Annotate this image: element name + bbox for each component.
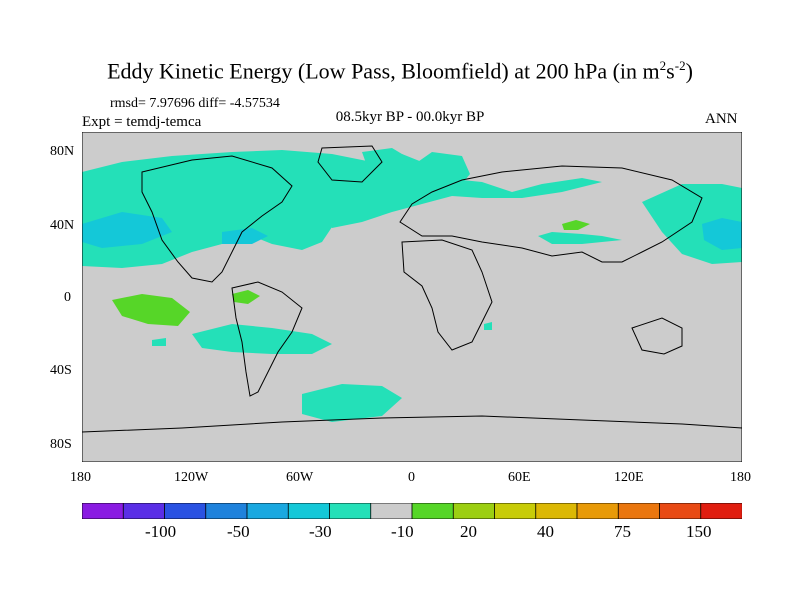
coast-north-america [141,155,293,283]
region-siberia-strip [422,178,602,198]
chart-title: Eddy Kinetic Energy (Low Pass, Bloomfiel… [107,58,693,84]
region-south-pacific [192,324,332,354]
region-north-america-arc [320,152,470,228]
colorbar-swatch-5 [246,503,289,519]
x-tick-120w: 120W [174,470,209,485]
coast-africa [401,239,493,351]
x-tick-60w: 60W [286,470,314,485]
x-tick-60e: 60E [508,470,531,485]
colorbar-label-7: 75 [614,522,631,541]
x-tick-120e: 120E [614,470,644,485]
colorbar-swatch-13 [576,503,619,519]
y-tick-40n: 40N [50,218,75,233]
x-tick-180w: 180 [70,470,91,485]
coastlines [82,145,742,433]
colorbar-label-2: -50 [227,522,250,541]
region-north-pacific-secondary [222,228,268,244]
region-north-pacific-core [82,212,172,248]
colorbar-swatch-8 [370,503,413,519]
x-tick-180e: 180 [730,470,751,485]
region-tropical-atlantic-positive [232,290,260,304]
colorbar-swatch-11 [494,503,537,519]
colorbar-label-8: 150 [686,522,712,541]
period-label: 08.5kyr BP - 00.0kyr BP [335,109,485,125]
colorbar-swatch-14 [617,503,661,519]
colorbar-swatch-12 [535,503,578,519]
region-tibet-positive [562,220,590,230]
y-tick-80n: 80N [50,144,75,159]
coast-greenland [317,145,383,183]
colorbar [82,503,742,519]
colorbar-swatch-7 [329,503,372,519]
coast-antarctica [82,415,742,433]
colorbar-swatch-2 [122,503,166,519]
colorbar-swatch-9 [411,503,454,519]
colorbar-swatch-3 [164,503,207,519]
coast-south-america [231,281,303,397]
region-madagascar-patch [484,322,492,330]
experiment-label: Expt = temdj-temca [82,114,202,130]
region-arctic-cap [362,148,412,172]
colorbar-label-3: -30 [309,522,332,541]
world-map [82,132,742,462]
y-tick-40s: 40S [50,363,72,378]
colorbar-swatch-4 [205,503,248,519]
y-tick-0: 0 [64,290,71,305]
colorbar-label-4: -10 [391,522,414,541]
colorbar-swatch-1 [82,503,124,519]
colorbar-swatch-10 [452,503,496,519]
region-south-atlantic [302,384,402,422]
colorbar-swatch-6 [287,503,331,519]
colorbar-label-5: 20 [460,522,477,541]
region-mid-asia [538,232,622,244]
season-label: ANN [705,111,738,127]
colorbar-label-1: -100 [145,522,177,541]
coast-australia [631,317,683,355]
colorbar-label-6: 40 [537,522,554,541]
colorbar-swatch-15 [659,503,702,519]
region-tropical-pacific-positive [112,294,190,326]
region-asia-jet-core [702,218,742,250]
coast-europe-asia [399,165,703,263]
colorbar-swatch-16 [700,503,742,519]
region-southern-islet [152,338,166,346]
y-tick-80s: 80S [50,437,72,452]
region-north-atlantic [82,150,422,268]
stats-label: rmsd= 7.97696 diff= -4.57534 [110,96,280,111]
x-tick-0: 0 [408,470,415,485]
